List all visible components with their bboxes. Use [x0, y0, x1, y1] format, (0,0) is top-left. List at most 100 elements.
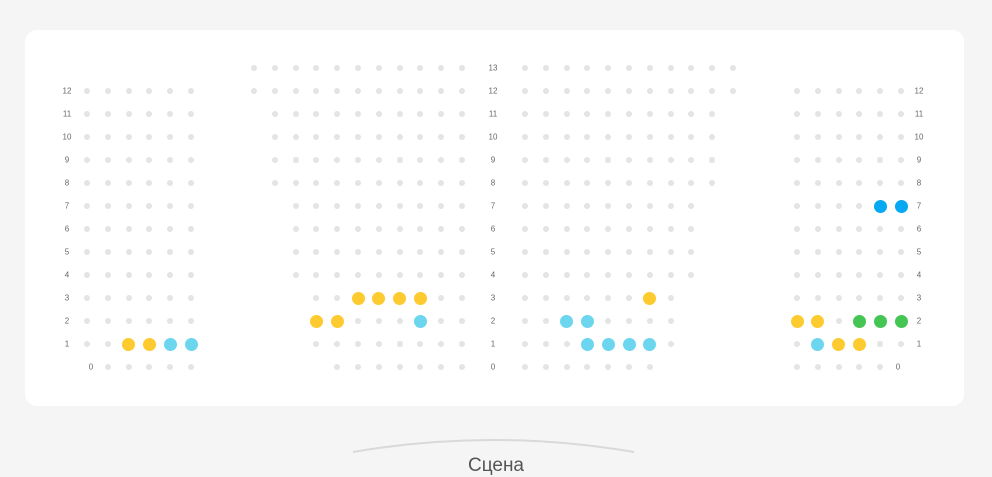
seat-free[interactable] [438, 65, 445, 71]
seat-free[interactable] [898, 134, 904, 140]
seat-free[interactable] [438, 318, 445, 324]
seat-free[interactable] [167, 364, 174, 370]
seat-free[interactable] [146, 364, 153, 370]
seat-blue[interactable] [873, 199, 887, 213]
seat-free[interactable] [84, 272, 90, 278]
seat-free[interactable] [522, 341, 528, 347]
seat-free[interactable] [188, 318, 194, 324]
seat-free[interactable] [292, 88, 299, 94]
seat-free[interactable] [626, 203, 632, 209]
seat-free[interactable] [438, 272, 445, 278]
seat-free[interactable] [522, 272, 528, 278]
seat-free[interactable] [898, 111, 904, 117]
seat-free[interactable] [125, 226, 132, 232]
seat-free[interactable] [626, 272, 632, 278]
seat-free[interactable] [605, 157, 612, 163]
seat-free[interactable] [188, 295, 194, 301]
seat-free[interactable] [563, 134, 570, 140]
seat-cyan[interactable] [560, 314, 574, 328]
seat-free[interactable] [835, 203, 842, 209]
seat-free[interactable] [856, 111, 863, 117]
seat-free[interactable] [251, 88, 257, 94]
seat-free[interactable] [146, 111, 153, 117]
seat-free[interactable] [459, 226, 465, 232]
seat-free[interactable] [563, 226, 570, 232]
seat-free[interactable] [292, 111, 299, 117]
seat-free[interactable] [667, 341, 674, 347]
seat-free[interactable] [522, 111, 528, 117]
seat-free[interactable] [688, 180, 695, 186]
seat-free[interactable] [417, 111, 424, 117]
seat-free[interactable] [396, 226, 403, 232]
seat-free[interactable] [125, 134, 132, 140]
seat-free[interactable] [188, 226, 194, 232]
seat-free[interactable] [271, 65, 278, 71]
seat-free[interactable] [146, 88, 153, 94]
seat-free[interactable] [375, 111, 382, 117]
seat-free[interactable] [688, 157, 695, 163]
seat-cyan[interactable] [184, 337, 198, 351]
seat-free[interactable] [688, 134, 695, 140]
seat-free[interactable] [84, 318, 90, 324]
seat-free[interactable] [688, 88, 695, 94]
seat-free[interactable] [898, 226, 904, 232]
seat-free[interactable] [84, 295, 90, 301]
seat-free[interactable] [667, 88, 674, 94]
seat-free[interactable] [292, 226, 299, 232]
seat-free[interactable] [794, 111, 800, 117]
seat-free[interactable] [167, 157, 174, 163]
seat-free[interactable] [730, 65, 736, 71]
seat-free[interactable] [292, 272, 299, 278]
seat-free[interactable] [563, 157, 570, 163]
seat-free[interactable] [522, 203, 528, 209]
seat-free[interactable] [584, 88, 591, 94]
seat-free[interactable] [709, 88, 716, 94]
seat-free[interactable] [334, 111, 341, 117]
seat-free[interactable] [146, 249, 153, 255]
seat-free[interactable] [877, 157, 884, 163]
seat-free[interactable] [251, 65, 257, 71]
seat-free[interactable] [167, 111, 174, 117]
seat-free[interactable] [522, 364, 528, 370]
seat-free[interactable] [167, 295, 174, 301]
seat-free[interactable] [313, 272, 320, 278]
seat-free[interactable] [626, 111, 632, 117]
seat-free[interactable] [438, 203, 445, 209]
seat-free[interactable] [271, 180, 278, 186]
seat-free[interactable] [104, 249, 111, 255]
seat-free[interactable] [794, 249, 800, 255]
seat-free[interactable] [542, 341, 549, 347]
seat-free[interactable] [188, 134, 194, 140]
seat-free[interactable] [396, 88, 403, 94]
seat-free[interactable] [646, 249, 653, 255]
seat-free[interactable] [563, 180, 570, 186]
seat-free[interactable] [542, 295, 549, 301]
seat-free[interactable] [709, 111, 716, 117]
seat-cyan[interactable] [601, 337, 615, 351]
seat-yellow[interactable] [790, 314, 804, 328]
seat-free[interactable] [584, 157, 591, 163]
seat-free[interactable] [646, 88, 653, 94]
seat-free[interactable] [522, 295, 528, 301]
seat-free[interactable] [898, 88, 904, 94]
seat-green[interactable] [894, 314, 908, 328]
seat-free[interactable] [146, 157, 153, 163]
seat-free[interactable] [563, 111, 570, 117]
seat-free[interactable] [271, 88, 278, 94]
seat-free[interactable] [794, 364, 800, 370]
seat-free[interactable] [375, 157, 382, 163]
seat-free[interactable] [667, 203, 674, 209]
seat-free[interactable] [898, 249, 904, 255]
seat-free[interactable] [334, 88, 341, 94]
seat-yellow[interactable] [643, 291, 657, 305]
seat-free[interactable] [459, 318, 465, 324]
seat-free[interactable] [856, 295, 863, 301]
seat-free[interactable] [794, 226, 800, 232]
seat-free[interactable] [605, 226, 612, 232]
seat-free[interactable] [877, 341, 884, 347]
seat-cyan[interactable] [413, 314, 427, 328]
seat-free[interactable] [646, 226, 653, 232]
seat-free[interactable] [125, 203, 132, 209]
seat-free[interactable] [877, 134, 884, 140]
seat-free[interactable] [459, 295, 465, 301]
